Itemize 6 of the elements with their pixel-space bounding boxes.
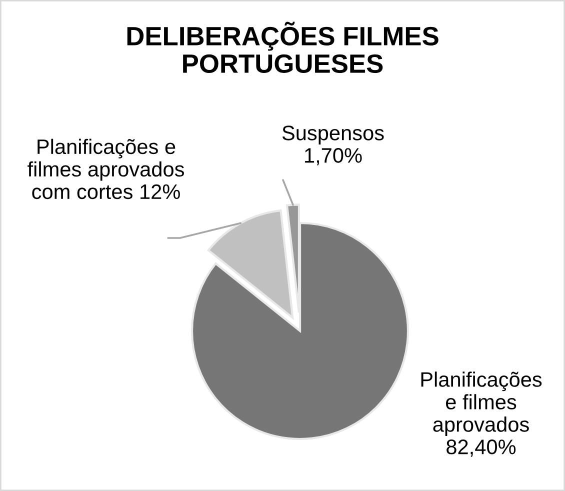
slice-label: Planificações e filmes aprovados com cortes 12% [28, 138, 184, 200]
slice-label: Suspensos [282, 126, 384, 144]
data-label: 1,70% [305, 148, 362, 166]
chart-title: DELIBERAÇÕES FILMES PORTUGUESES [127, 22, 438, 73]
slice-label: Planificações e filmes aprovados [421, 372, 542, 436]
data-label: 82,40% [446, 440, 516, 457]
